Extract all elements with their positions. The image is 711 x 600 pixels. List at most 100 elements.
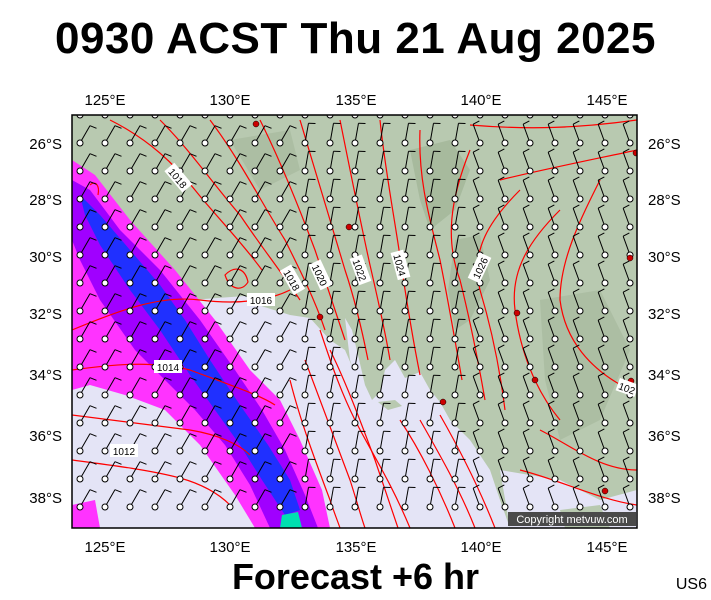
wind-station (226, 167, 234, 175)
wind-station (476, 195, 484, 203)
wind-barb-flag (214, 125, 222, 129)
svg-text:36°S: 36°S (29, 428, 62, 445)
wind-barb-flag (164, 265, 172, 269)
wind-station (201, 419, 209, 427)
wind-barb-flag (522, 176, 530, 181)
wind-station (301, 279, 309, 287)
wind-station (601, 279, 609, 287)
wind-station (451, 279, 459, 287)
wind-station (101, 335, 109, 343)
wind-barb-flag (547, 400, 555, 405)
wind-barb-flag (164, 237, 172, 241)
wind-barb-flag (189, 237, 197, 241)
wind-barb-flag (547, 260, 555, 265)
wind-station (576, 419, 584, 427)
wind-barb-flag (264, 377, 272, 381)
wind-barb-flag (239, 377, 247, 381)
wind-barb (155, 115, 156, 116)
wind-station (451, 139, 459, 147)
wind-station (376, 419, 384, 427)
wind-barb-flag (572, 204, 580, 209)
wind-station (276, 335, 284, 343)
wind-barb-flag (114, 321, 122, 325)
wind-barb-flag (114, 293, 122, 297)
wind-barb-flag (89, 237, 97, 241)
wind-barb-flag (622, 344, 630, 349)
wind-station (201, 391, 209, 399)
wind-station (551, 251, 559, 259)
wind-barb-flag (189, 321, 197, 325)
wind-station (526, 503, 534, 511)
wind-station (126, 195, 134, 203)
wind-station (176, 223, 184, 231)
wind-station (376, 503, 384, 511)
wind-station (576, 503, 584, 511)
svg-text:26°S: 26°S (648, 136, 681, 153)
wind-station (576, 195, 584, 203)
wind-barb-flag (472, 344, 480, 349)
wind-station (151, 475, 159, 483)
wind-barb-flag (265, 98, 271, 101)
wind-station (76, 363, 84, 371)
wind-barb-flag (289, 489, 297, 493)
wind-station (626, 475, 634, 483)
wind-station (151, 307, 159, 315)
wind-station (101, 475, 109, 483)
wind-station (626, 279, 634, 287)
wind-station (626, 307, 634, 315)
wind-barb (330, 115, 331, 116)
wind-station (326, 335, 334, 343)
wind-station (226, 251, 234, 259)
wind-barb-flag (547, 176, 555, 181)
wind-station (426, 419, 434, 427)
wind-station (226, 223, 234, 231)
wind-barb-flag (497, 400, 505, 405)
wind-barb-flag (164, 209, 172, 213)
svg-text:135°E: 135°E (335, 92, 376, 109)
wind-barb-flag (164, 461, 172, 465)
wind-station (101, 363, 109, 371)
wind-station (101, 195, 109, 203)
wind-station (351, 167, 359, 175)
wind-barb-flag (522, 428, 530, 433)
wind-station (451, 475, 459, 483)
wind-station (126, 363, 134, 371)
wind-station (476, 223, 484, 231)
wind-barb-flag (597, 120, 605, 125)
wind-station (201, 279, 209, 287)
wind-barb-flag (214, 321, 222, 325)
svg-text:28°S: 28°S (29, 192, 62, 209)
wind-station (301, 419, 309, 427)
wind-station (576, 223, 584, 231)
wind-barb-flag (572, 456, 580, 461)
wind-barb-flag (497, 260, 505, 265)
wind-station (551, 167, 559, 175)
wind-station (376, 391, 384, 399)
wind-station (201, 475, 209, 483)
wind-station (176, 279, 184, 287)
wind-barb-flag (189, 125, 197, 129)
wind-barb-flag (214, 489, 222, 493)
wind-barb-flag (497, 428, 505, 433)
wind-barb-flag (239, 489, 247, 493)
wind-barb-flag (289, 153, 297, 157)
wind-station (401, 223, 409, 231)
wind-barb-flag (547, 148, 555, 153)
wind-station (351, 307, 359, 315)
wind-barb-flag (114, 265, 122, 269)
wind-station (526, 391, 534, 399)
wind-barb (255, 115, 256, 116)
wind-barb-flag (214, 293, 222, 297)
wind-station (326, 167, 334, 175)
wind-station (526, 139, 534, 147)
wind-station (76, 475, 84, 483)
wind-barb-flag (114, 153, 122, 157)
wind-station (326, 223, 334, 231)
wind-barb-flag (572, 400, 580, 405)
wind-barb-flag (264, 321, 272, 325)
wind-station (476, 363, 484, 371)
wind-station (576, 279, 584, 287)
wind-barb-flag (164, 321, 172, 325)
wind-station (201, 223, 209, 231)
wind-station (601, 475, 609, 483)
